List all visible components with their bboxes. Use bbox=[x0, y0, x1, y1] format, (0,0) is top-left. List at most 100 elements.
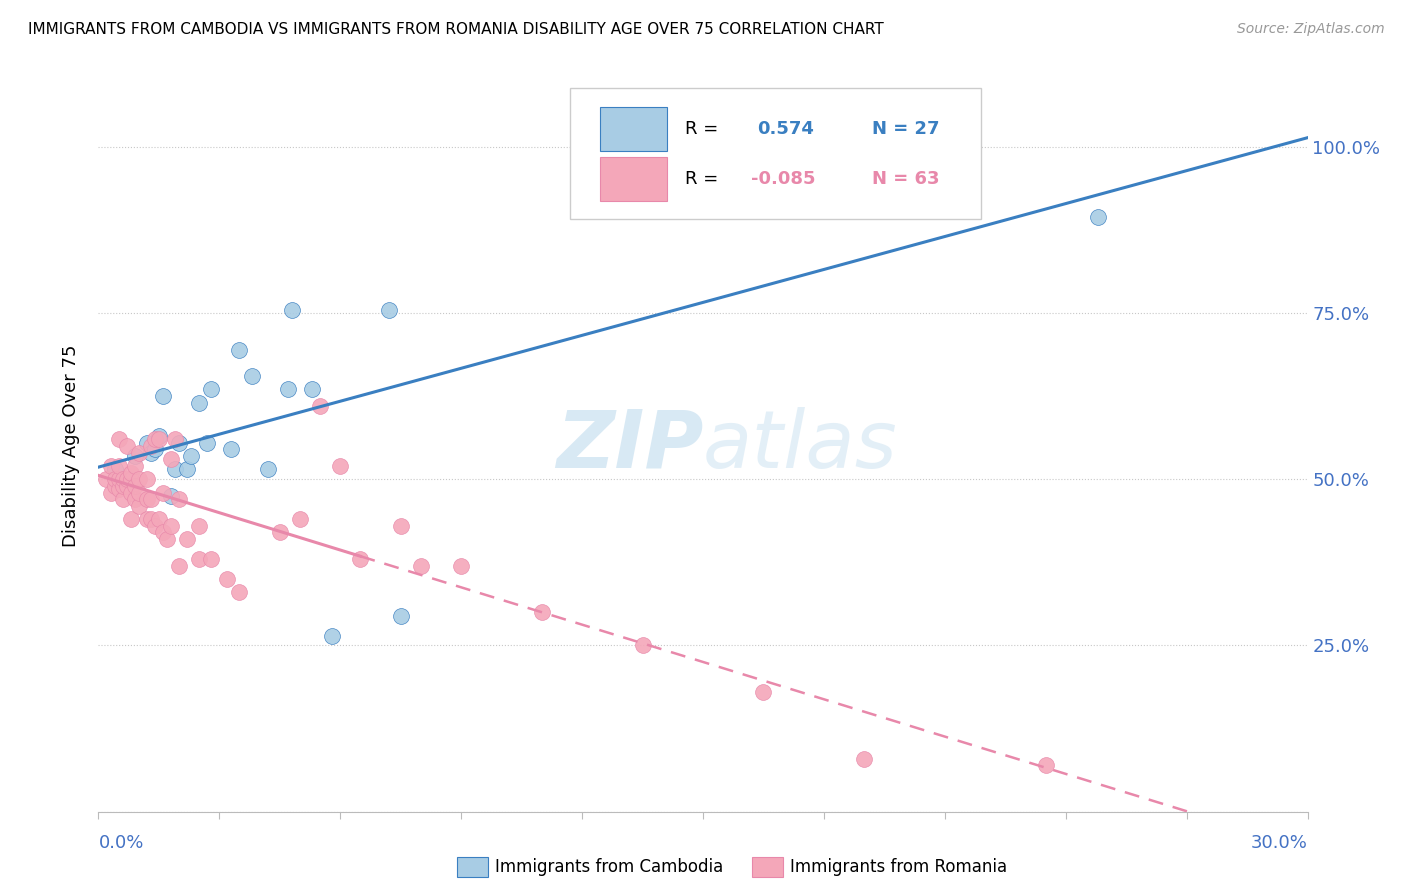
Point bbox=[103, 479, 125, 493]
Point bbox=[139, 512, 162, 526]
Text: 30.0%: 30.0% bbox=[1251, 834, 1308, 852]
Point bbox=[111, 479, 134, 493]
Text: Immigrants from Romania: Immigrants from Romania bbox=[790, 858, 1007, 876]
Point bbox=[188, 518, 211, 533]
Point bbox=[143, 433, 166, 447]
Point bbox=[176, 532, 198, 546]
Point bbox=[100, 485, 122, 500]
Text: 0.0%: 0.0% bbox=[98, 834, 143, 852]
Point bbox=[103, 462, 125, 476]
Point bbox=[167, 558, 190, 573]
Point bbox=[349, 552, 371, 566]
Point bbox=[301, 383, 323, 397]
Text: N = 27: N = 27 bbox=[872, 120, 939, 138]
Point bbox=[143, 442, 166, 457]
Point bbox=[329, 458, 352, 473]
Point bbox=[152, 485, 174, 500]
Point bbox=[156, 532, 179, 546]
Point bbox=[160, 489, 183, 503]
Point bbox=[167, 435, 190, 450]
Y-axis label: Disability Age Over 75: Disability Age Over 75 bbox=[62, 344, 80, 548]
Point bbox=[139, 492, 162, 507]
Point bbox=[853, 751, 876, 765]
Point bbox=[111, 492, 134, 507]
Point bbox=[135, 472, 157, 486]
Point bbox=[120, 466, 142, 480]
Point bbox=[409, 558, 432, 573]
Point bbox=[96, 472, 118, 486]
Text: R =: R = bbox=[685, 120, 730, 138]
Point bbox=[115, 439, 138, 453]
FancyBboxPatch shape bbox=[569, 87, 981, 219]
Text: N = 63: N = 63 bbox=[872, 170, 939, 188]
Point bbox=[389, 518, 412, 533]
Text: -0.085: -0.085 bbox=[751, 170, 815, 188]
FancyBboxPatch shape bbox=[600, 157, 666, 201]
Point bbox=[124, 492, 146, 507]
Point bbox=[148, 429, 170, 443]
Point bbox=[143, 518, 166, 533]
Point bbox=[128, 445, 150, 459]
Point bbox=[288, 512, 311, 526]
Point bbox=[188, 552, 211, 566]
Point bbox=[1035, 758, 1057, 772]
Point bbox=[124, 479, 146, 493]
Point bbox=[124, 449, 146, 463]
Point bbox=[228, 585, 250, 599]
Point bbox=[148, 512, 170, 526]
Point bbox=[180, 449, 202, 463]
Point bbox=[221, 442, 243, 457]
Text: Source: ZipAtlas.com: Source: ZipAtlas.com bbox=[1237, 22, 1385, 37]
Point bbox=[135, 492, 157, 507]
Point bbox=[107, 433, 129, 447]
Point bbox=[195, 435, 218, 450]
Point bbox=[281, 302, 304, 317]
Point bbox=[377, 302, 399, 317]
Point bbox=[107, 482, 129, 496]
Point bbox=[128, 485, 150, 500]
Point bbox=[217, 572, 239, 586]
Point bbox=[107, 472, 129, 486]
Point bbox=[163, 462, 186, 476]
Point bbox=[188, 396, 211, 410]
Point bbox=[139, 445, 162, 459]
Point bbox=[111, 472, 134, 486]
Point bbox=[176, 462, 198, 476]
Point bbox=[115, 472, 138, 486]
Point bbox=[163, 433, 186, 447]
Text: Immigrants from Cambodia: Immigrants from Cambodia bbox=[495, 858, 723, 876]
Point bbox=[389, 608, 412, 623]
Point bbox=[200, 383, 222, 397]
Point bbox=[148, 433, 170, 447]
Point bbox=[530, 605, 553, 619]
Text: 0.574: 0.574 bbox=[758, 120, 814, 138]
Point bbox=[228, 343, 250, 357]
Point bbox=[107, 458, 129, 473]
Text: IMMIGRANTS FROM CAMBODIA VS IMMIGRANTS FROM ROMANIA DISABILITY AGE OVER 75 CORRE: IMMIGRANTS FROM CAMBODIA VS IMMIGRANTS F… bbox=[28, 22, 884, 37]
Point bbox=[631, 639, 654, 653]
Point bbox=[103, 472, 125, 486]
Point bbox=[139, 439, 162, 453]
Point bbox=[309, 399, 332, 413]
FancyBboxPatch shape bbox=[600, 107, 666, 152]
Point bbox=[256, 462, 278, 476]
Point bbox=[200, 552, 222, 566]
Point bbox=[135, 435, 157, 450]
Point bbox=[100, 458, 122, 473]
Point bbox=[120, 472, 142, 486]
Point bbox=[321, 628, 343, 642]
Point bbox=[277, 383, 299, 397]
Point bbox=[120, 512, 142, 526]
Point bbox=[152, 389, 174, 403]
Point bbox=[752, 685, 775, 699]
Text: atlas: atlas bbox=[703, 407, 898, 485]
Point bbox=[152, 525, 174, 540]
Point bbox=[450, 558, 472, 573]
Point bbox=[269, 525, 291, 540]
Point bbox=[1087, 210, 1109, 224]
Point bbox=[124, 458, 146, 473]
Point bbox=[160, 518, 183, 533]
Point bbox=[115, 479, 138, 493]
Point bbox=[240, 369, 263, 384]
Point bbox=[120, 485, 142, 500]
